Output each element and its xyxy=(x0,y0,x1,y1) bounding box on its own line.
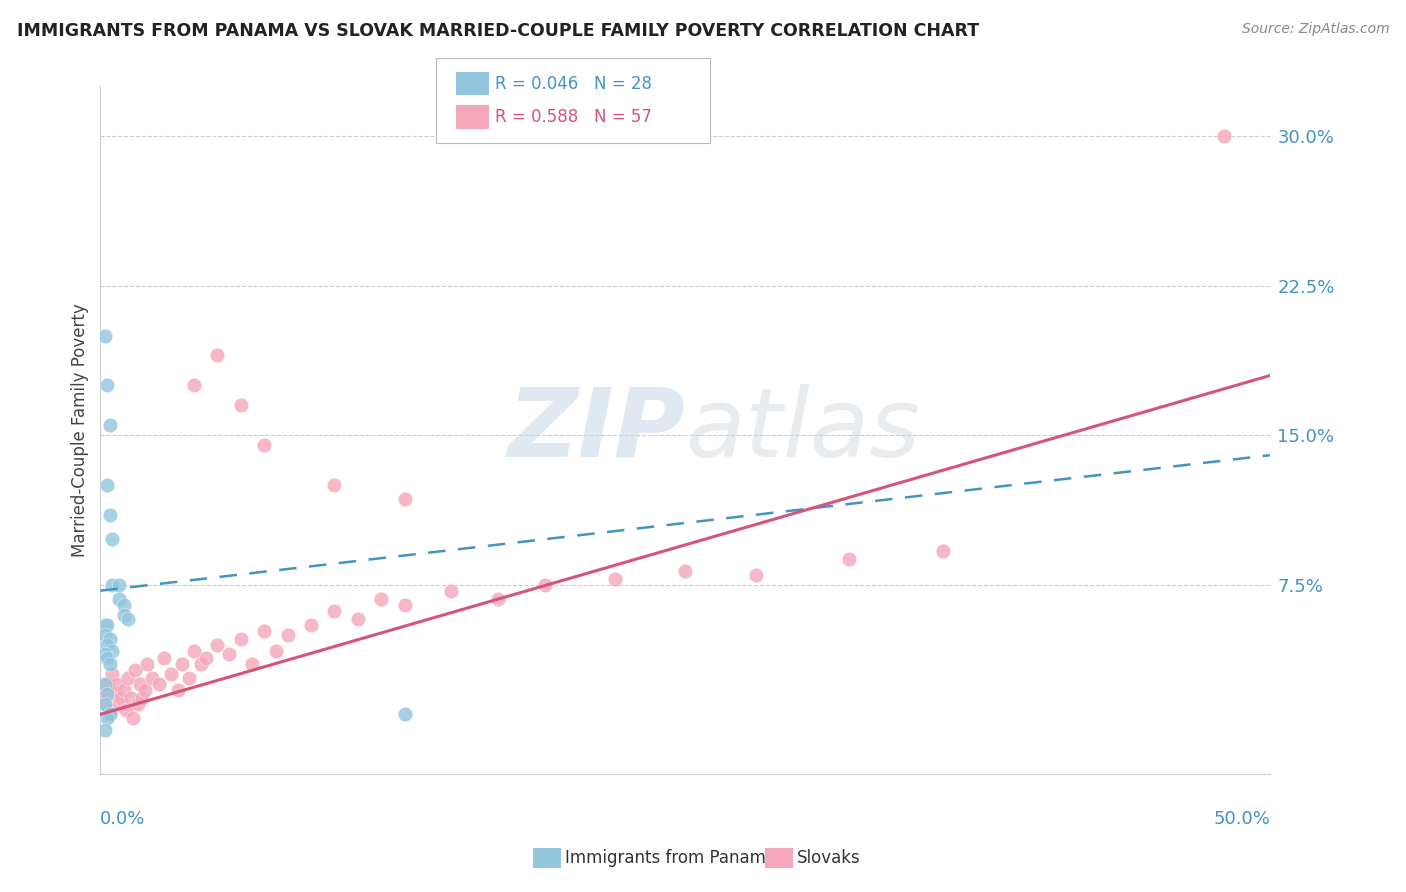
Text: 50.0%: 50.0% xyxy=(1213,810,1271,828)
Point xyxy=(117,672,139,686)
Point xyxy=(932,544,955,558)
Point xyxy=(744,567,766,582)
Point xyxy=(115,703,138,717)
Text: R = 0.588   N = 57: R = 0.588 N = 57 xyxy=(495,108,652,126)
Text: IMMIGRANTS FROM PANAMA VS SLOVAK MARRIED-COUPLE FAMILY POVERTY CORRELATION CHART: IMMIGRANTS FROM PANAMA VS SLOVAK MARRIED… xyxy=(17,22,979,40)
Point xyxy=(229,632,252,646)
Point xyxy=(207,349,229,363)
Point xyxy=(108,698,131,712)
Text: Slovaks: Slovaks xyxy=(797,849,860,867)
Point xyxy=(96,651,118,665)
Point xyxy=(124,664,146,678)
Point xyxy=(207,638,229,652)
Point xyxy=(486,591,509,606)
Point xyxy=(183,643,205,657)
Point xyxy=(94,698,117,712)
Point xyxy=(346,612,368,626)
Point xyxy=(94,627,117,641)
Point xyxy=(101,667,124,681)
Point xyxy=(91,687,114,701)
Point xyxy=(101,532,124,546)
Text: Immigrants from Panama: Immigrants from Panama xyxy=(565,849,776,867)
Point xyxy=(179,672,201,686)
Point xyxy=(101,643,124,657)
Point xyxy=(534,578,557,592)
Y-axis label: Married-Couple Family Poverty: Married-Couple Family Poverty xyxy=(72,303,89,558)
Point xyxy=(838,551,860,566)
Point xyxy=(108,578,131,592)
Point xyxy=(183,378,205,392)
Point xyxy=(94,648,117,662)
Point xyxy=(96,687,118,701)
Point xyxy=(141,672,163,686)
Point xyxy=(120,691,142,706)
Point xyxy=(136,657,159,672)
Point xyxy=(96,617,118,632)
Text: R = 0.046   N = 28: R = 0.046 N = 28 xyxy=(495,75,652,93)
Point xyxy=(127,698,149,712)
Point xyxy=(94,617,117,632)
Point xyxy=(218,648,240,662)
Point xyxy=(98,657,121,672)
Point xyxy=(112,683,135,698)
Point xyxy=(105,677,128,691)
Point xyxy=(299,617,322,632)
Point xyxy=(96,478,118,492)
Text: Source: ZipAtlas.com: Source: ZipAtlas.com xyxy=(1241,22,1389,37)
Point xyxy=(117,612,139,626)
Point xyxy=(96,711,118,725)
Point xyxy=(94,723,117,738)
Point xyxy=(190,657,212,672)
Point xyxy=(134,683,156,698)
Point xyxy=(194,651,217,665)
Point xyxy=(159,667,181,681)
Point xyxy=(112,598,135,612)
Point xyxy=(394,598,416,612)
Point xyxy=(96,677,118,691)
Point xyxy=(98,707,121,722)
Point xyxy=(94,677,117,691)
Text: 0.0%: 0.0% xyxy=(100,810,146,828)
Point xyxy=(112,607,135,622)
Point xyxy=(394,491,416,506)
Point xyxy=(673,564,696,578)
Point xyxy=(253,438,276,452)
Point xyxy=(370,591,392,606)
Point xyxy=(277,627,299,641)
Point xyxy=(605,572,627,586)
Point xyxy=(166,683,188,698)
Point xyxy=(1212,129,1234,144)
Point xyxy=(94,328,117,343)
Point xyxy=(98,508,121,522)
Point xyxy=(323,604,346,618)
Point xyxy=(110,691,132,706)
Point xyxy=(394,707,416,722)
Point xyxy=(94,698,117,712)
Point xyxy=(98,707,121,722)
Point xyxy=(131,691,153,706)
Point xyxy=(152,651,174,665)
Point xyxy=(122,711,145,725)
Point xyxy=(172,657,194,672)
Point xyxy=(440,583,463,598)
Point xyxy=(229,398,252,412)
Point xyxy=(98,418,121,433)
Point xyxy=(98,632,121,646)
Point xyxy=(323,478,346,492)
Text: ZIP: ZIP xyxy=(508,384,685,476)
Point xyxy=(129,677,152,691)
Point xyxy=(253,624,276,638)
Point xyxy=(96,638,118,652)
Point xyxy=(96,378,118,392)
Point xyxy=(101,578,124,592)
Point xyxy=(264,643,287,657)
Point xyxy=(108,591,131,606)
Text: atlas: atlas xyxy=(685,384,921,476)
Point xyxy=(148,677,170,691)
Point xyxy=(242,657,264,672)
Point xyxy=(103,687,125,701)
